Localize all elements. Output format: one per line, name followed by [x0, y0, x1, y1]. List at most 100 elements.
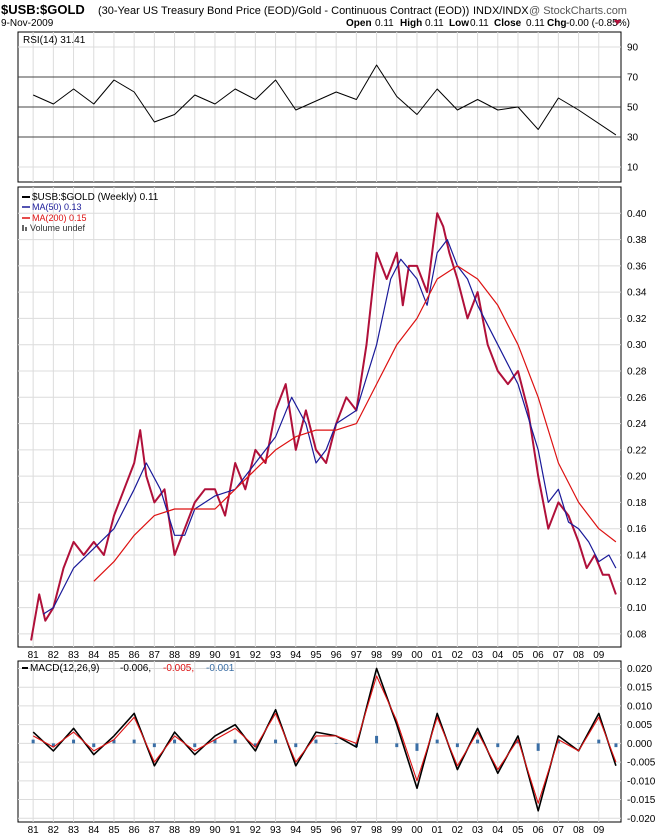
y-tick-label: 0.22 [627, 445, 647, 456]
y-tick-label: 70 [627, 73, 639, 84]
ma50-line [42, 239, 617, 615]
macd-histogram-bar [597, 739, 601, 744]
rsi-series [32, 64, 617, 136]
macd-histogram-bar [72, 739, 76, 744]
quote-close-label: Close [494, 18, 522, 29]
legend-volume-label: Volume undef [30, 223, 86, 233]
x-tick-label: 83 [68, 825, 80, 836]
y-tick-label: -0.015 [627, 795, 656, 806]
macd-histogram-bar [213, 739, 217, 744]
macd-histogram-bar [132, 739, 136, 744]
macd-signal [32, 675, 617, 804]
x-tick-label: 94 [290, 650, 302, 661]
x-tick-label: 97 [351, 825, 363, 836]
rsi-y-axis: 10 30 50 70 90 [627, 43, 639, 174]
down-arrow-icon [614, 20, 621, 25]
macd-histogram-bar [476, 739, 480, 744]
x-tick-label: 91 [230, 650, 242, 661]
rsi-legend-label: RSI(14) 31.41 [23, 35, 86, 46]
legend-volume-icon-bar [25, 227, 27, 231]
y-tick-label: 0.26 [627, 393, 647, 404]
legend-macd-label: MACD(12,26,9) [30, 663, 99, 674]
quote-low-label: Low [449, 18, 469, 29]
x-tick-label: 08 [573, 650, 585, 661]
x-tick-label: 86 [129, 825, 141, 836]
macd-histogram-bar [112, 739, 116, 744]
macd-histogram-bar [536, 743, 540, 751]
x-tick-label: 83 [68, 650, 80, 661]
x-tick-label: 06 [533, 650, 545, 661]
y-tick-label: 0.36 [627, 261, 647, 272]
chart-date: 9-Nov-2009 [1, 18, 54, 29]
x-tick-label: 96 [331, 825, 343, 836]
macd-grid [18, 661, 621, 822]
x-tick-label: 98 [371, 825, 383, 836]
x-tick-label: 88 [169, 650, 181, 661]
x-tick-label: 00 [411, 825, 423, 836]
y-tick-label: 0.005 [627, 720, 652, 731]
x-tick-label: 01 [432, 825, 444, 836]
macd-histogram-bar [274, 739, 278, 744]
quote-close-value: 0.11 [526, 18, 545, 29]
y-tick-label: 0.34 [627, 288, 647, 299]
chart-description: (30-Year US Treasury Bond Price (EOD)/Go… [98, 5, 469, 17]
price-x-axis: 81 82 83 84 85 86 87 88 89 90 91 92 93 94 95 96 97 98 99 00… [28, 650, 605, 661]
y-tick-label: 0.000 [627, 739, 652, 750]
price-legend: $USB:$GOLD (Weekly) 0.11 MA(50) 0.13 MA(… [22, 192, 159, 233]
x-tick-label: 03 [472, 650, 484, 661]
y-tick-label: 30 [627, 133, 639, 144]
x-tick-label: 84 [88, 825, 100, 836]
rsi-grid [18, 32, 621, 182]
macd-histogram-bar [415, 743, 419, 751]
x-tick-label: 96 [331, 650, 343, 661]
x-tick-label: 09 [593, 650, 605, 661]
x-tick-label: 92 [250, 650, 262, 661]
legend-ma200-label: MA(200) 0.15 [32, 213, 87, 223]
x-tick-label: 87 [149, 650, 161, 661]
y-tick-label: 0.18 [627, 498, 647, 509]
macd-histogram-bar [253, 743, 257, 748]
quote-high-label: High [400, 18, 422, 29]
macd-histogram-bar [193, 743, 197, 748]
legend-volume-icon [22, 225, 24, 231]
x-tick-label: 07 [553, 650, 565, 661]
x-tick-label: 06 [533, 825, 545, 836]
y-tick-label: 0.32 [627, 314, 647, 325]
x-tick-label: 82 [48, 825, 60, 836]
quote-high-value: 0.11 [425, 18, 444, 29]
macd-histogram-bar [31, 739, 35, 744]
y-tick-label: 0.38 [627, 235, 647, 246]
y-tick-label: 0.10 [627, 603, 647, 614]
quote-chg-label: Chg [547, 18, 566, 29]
x-tick-label: 88 [169, 825, 181, 836]
macd-histogram-bar [455, 743, 459, 748]
macd-legend: MACD(12,26,9) -0.006, -0.005, -0.001 [22, 663, 235, 674]
y-tick-label: 0.24 [627, 419, 647, 430]
x-tick-label: 89 [189, 650, 201, 661]
macd-histogram-bar [51, 743, 55, 748]
price-y-axis: 0.08 0.10 0.12 0.14 0.16 0.18 0.20 0.22 0.24 0.26… [627, 209, 647, 641]
y-tick-label: 0.015 [627, 683, 652, 694]
macd-histogram-bar [614, 743, 618, 748]
x-tick-label: 95 [310, 825, 322, 836]
macd-histogram-bar [173, 739, 177, 744]
x-tick-label: 98 [371, 650, 383, 661]
y-tick-label: 0.08 [627, 629, 647, 640]
macd-histogram-bar [556, 739, 560, 744]
x-tick-label: 90 [209, 650, 221, 661]
quote-open-value: 0.11 [375, 18, 394, 29]
y-tick-label: 0.020 [627, 664, 652, 675]
y-tick-label: 0.40 [627, 209, 647, 220]
x-tick-label: 93 [270, 650, 282, 661]
macd-histogram-bar [334, 743, 338, 744]
x-tick-label: 08 [573, 825, 585, 836]
x-tick-label: 85 [108, 650, 120, 661]
price-series [30, 212, 617, 641]
macd-histogram-bar [233, 739, 237, 744]
x-tick-label: 82 [48, 650, 60, 661]
x-tick-label: 05 [512, 825, 524, 836]
chart-symbol: $USB:$GOLD [1, 2, 85, 17]
y-tick-label: -0.010 [627, 776, 656, 787]
x-tick-label: 03 [472, 825, 484, 836]
y-tick-label: 0.16 [627, 524, 647, 535]
